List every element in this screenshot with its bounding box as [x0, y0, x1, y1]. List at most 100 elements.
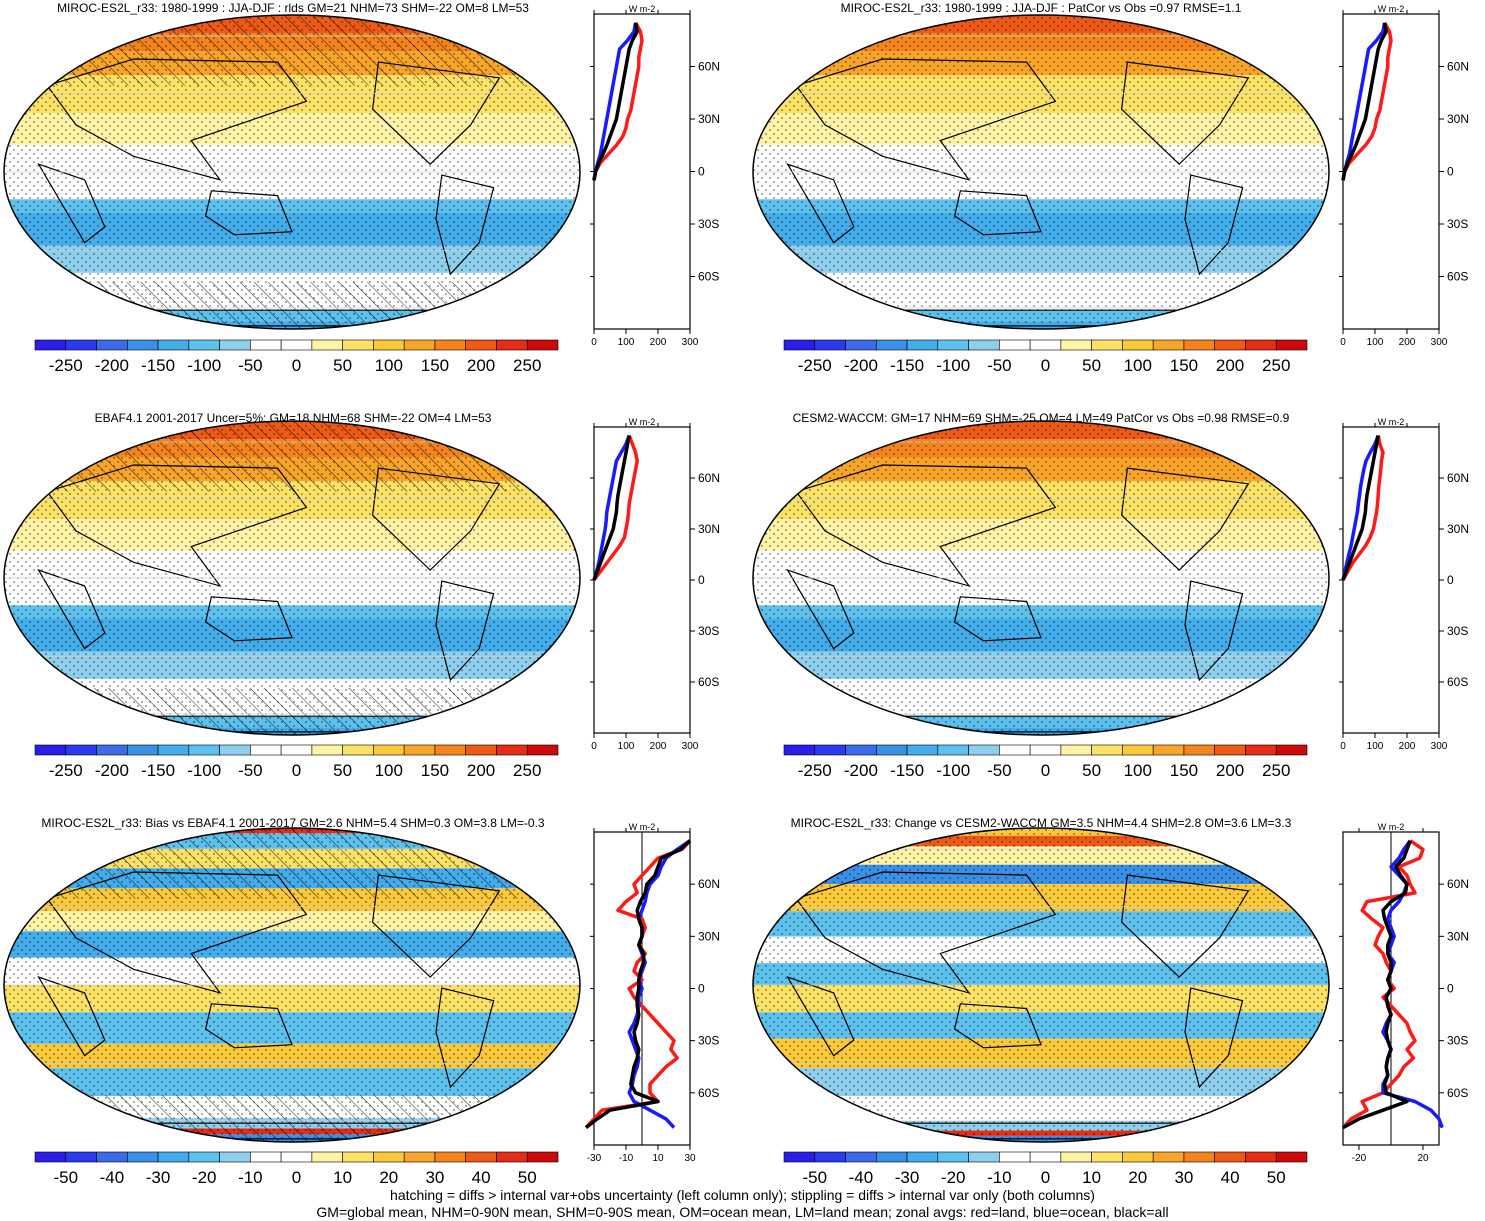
- zonal-x-tick-label: 20: [1417, 1153, 1429, 1164]
- colorbar-swatch: [434, 1151, 467, 1163]
- zonal-unit-label: W m-2: [629, 417, 656, 427]
- colorbar-swatch: [250, 1151, 282, 1163]
- lat-tick-label: 60S: [1447, 1086, 1468, 1100]
- colorbar-swatch: [845, 1151, 877, 1163]
- zonal-mean-plot: W m-2 60N 30N 0 30S 60S -30 -10 10 30: [584, 822, 720, 1164]
- lat-tick-label: 30N: [698, 929, 720, 943]
- colorbar-swatch: [250, 339, 282, 351]
- colorbar-swatch: [373, 744, 405, 756]
- colorbar-tick-label: -50: [238, 761, 263, 780]
- panel-title-5: MIROC-ES2L_r33: Bias vs EBAF4.1 2001-201…: [41, 816, 545, 830]
- colorbar-tick-label: 50: [1267, 1168, 1286, 1187]
- colorbar-tick-label: 20: [379, 1168, 398, 1187]
- colorbar-tick-label: 0: [292, 1168, 301, 1187]
- lat-tick-label: 0: [698, 982, 705, 996]
- colorbar-tick-label: 150: [421, 761, 449, 780]
- colorbar-swatch: [875, 744, 908, 756]
- colorbar-swatch: [157, 744, 190, 756]
- hatching-south: [4, 281, 580, 329]
- colorbar-swatch: [65, 744, 97, 756]
- colorbar-swatch: [937, 339, 969, 351]
- colorbar-swatch: [157, 1151, 190, 1163]
- panel-1: W m-2 60N 30N 0 30S 60S 0 100 200 300 -250 -200 -150…: [3, 4, 720, 375]
- colorbar-swatch: [311, 339, 343, 351]
- zonal-frame: [593, 13, 691, 330]
- map-border: [752, 14, 1330, 330]
- colorbar-swatch: [465, 339, 497, 351]
- lat-tick-label: 60S: [698, 270, 719, 284]
- colorbar-swatch: [188, 339, 220, 351]
- colorbar-swatch: [1152, 1151, 1185, 1163]
- colorbar-tick-label: 100: [375, 356, 403, 375]
- colorbar-tick-label: -30: [146, 1168, 171, 1187]
- colorbar-swatch: [250, 744, 282, 756]
- lat-tick-label: 30S: [698, 1034, 719, 1048]
- colorbar-swatch: [1183, 744, 1216, 756]
- colorbar-swatch: [1060, 339, 1092, 351]
- zonal-x-tick-label: -20: [1352, 1153, 1367, 1164]
- zonal-x-tick-label: 100: [1367, 741, 1384, 752]
- colorbar-tick-label: 40: [1221, 1168, 1240, 1187]
- colorbar-swatch: [814, 744, 846, 756]
- map-border: [752, 420, 1330, 736]
- zonal-mean-plot: W m-2 60N 30N 0 30S 60S -20 20: [1339, 822, 1469, 1164]
- footer-line-2: GM=global mean, NHM=0-90N mean, SHM=0-90…: [316, 1204, 1169, 1220]
- colorbar-swatch: [906, 744, 939, 756]
- colorbar-tick-label: -10: [238, 1168, 263, 1187]
- colorbar-tick-label: -200: [95, 356, 129, 375]
- zonal-x-tick-label: 200: [650, 741, 667, 752]
- lat-tick-label: 30N: [1447, 522, 1469, 536]
- colorbar-swatch: [1214, 339, 1246, 351]
- zonal-line-land: [592, 21, 644, 181]
- colorbar-swatch: [311, 744, 343, 756]
- colorbar-swatch: [875, 339, 908, 351]
- colorbar-swatch: [403, 744, 436, 756]
- colorbar-tick-label: 0: [1041, 761, 1050, 780]
- hatching-south: [4, 687, 580, 735]
- colorbar-tick-label: 0: [1041, 356, 1050, 375]
- hatching-north: [4, 828, 580, 899]
- zonal-x-tick-label: -30: [587, 1153, 602, 1164]
- colorbar-swatch: [34, 339, 67, 351]
- lat-tick-label: 30S: [1447, 217, 1468, 231]
- zonal-mean-plot: W m-2 60N 30N 0 30S 60S 0 100 200 300: [1339, 4, 1469, 348]
- zonal-mean-plot: W m-2 60N 30N 0 30S 60S 0 100 200 300: [590, 417, 720, 752]
- zonal-x-tick-label: 100: [1367, 337, 1384, 348]
- colorbar-swatch: [34, 744, 67, 756]
- colorbar-tick-label: 20: [1128, 1168, 1147, 1187]
- zonal-mean-plot: W m-2 60N 30N 0 30S 60S 0 100 200 300: [1339, 417, 1469, 752]
- lat-tick-label: 60N: [698, 471, 720, 485]
- colorbar-swatch: [1122, 339, 1154, 351]
- colorbar-swatch: [96, 744, 128, 756]
- map-border: [752, 827, 1330, 1143]
- colorbar-swatch: [1275, 744, 1308, 756]
- panel-4: W m-2 60N 30N 0 30S 60S 0 100 200 300 -250 -200 -150…: [752, 417, 1469, 780]
- colorbar-swatch: [1029, 1151, 1062, 1163]
- zonal-frame: [1342, 426, 1440, 734]
- colorbar-swatch: [875, 1151, 908, 1163]
- colorbar-swatch: [188, 1151, 220, 1163]
- zonal-line-all: [1341, 435, 1380, 581]
- colorbar-swatch: [526, 744, 559, 756]
- zonal-line-ocean: [592, 434, 631, 581]
- colorbar-swatch: [845, 339, 877, 351]
- lat-tick-label: 60N: [698, 877, 720, 891]
- lat-tick-label: 60S: [1447, 270, 1468, 284]
- lat-tick-label: 60N: [698, 60, 720, 74]
- map-field: [753, 421, 1329, 735]
- colorbar-tick-label: -200: [844, 761, 878, 780]
- colorbar-swatch: [496, 339, 528, 351]
- colorbar-swatch: [1214, 744, 1246, 756]
- colorbar-tick-label: -150: [890, 356, 924, 375]
- colorbar-swatch: [465, 744, 497, 756]
- colorbar: -250 -200 -150 -100 -50 0 50 100 150 200 250: [783, 744, 1308, 780]
- colorbar-tick-label: -250: [49, 356, 83, 375]
- colorbar-swatch: [1152, 744, 1185, 756]
- colorbar-tick-label: -100: [936, 761, 970, 780]
- colorbar-swatch: [526, 1151, 559, 1163]
- colorbar-tick-label: -50: [987, 761, 1012, 780]
- colorbar-swatch: [219, 1151, 251, 1163]
- colorbar-tick-label: 200: [1216, 356, 1244, 375]
- colorbar-tick-label: 150: [421, 356, 449, 375]
